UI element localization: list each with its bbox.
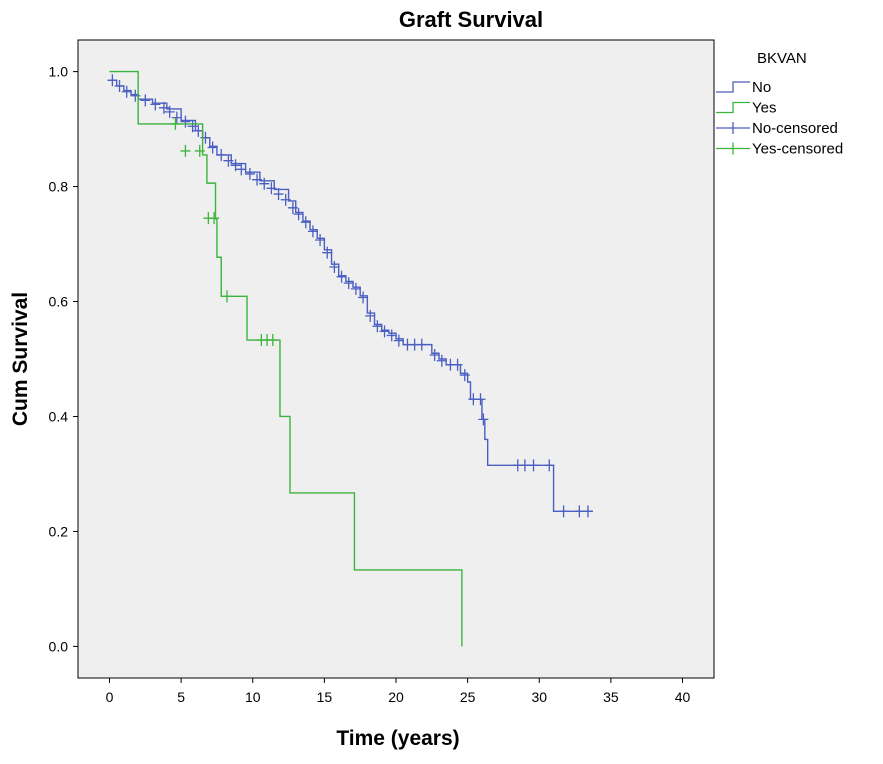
y-tick-label: 0.6 [49,294,69,310]
censor-mark-no [259,177,270,190]
x-tick-label: 5 [177,689,185,705]
censor-mark-yes [221,290,232,303]
censor-mark-no [475,393,486,406]
censor-mark-no [287,201,298,214]
censor-mark-no [544,459,555,472]
y-axis-title: Cum Survival [9,292,32,426]
censor-mark-no [386,329,397,342]
censor-mark-no [230,159,241,172]
censor-mark-no [459,369,470,382]
censor-mark-yes [170,117,181,130]
censor-mark-no [558,505,569,518]
censor-mark-no [322,246,333,259]
censor-mark-yes [194,144,205,157]
censor-mark-no [207,141,218,154]
censor-mark-no [574,505,585,518]
censor-mark-no [164,105,175,118]
censor-mark-no [280,193,291,206]
x-axis: 0 5 10 15 20 25 30 35 40 [106,678,691,705]
censor-mark-no [193,124,204,137]
y-tick-label: 0.0 [49,638,69,654]
y-axis: 0.0 0.2 0.4 0.6 0.8 1.0 [49,64,78,654]
censor-mark-no [121,85,132,98]
censor-mark-no [582,505,593,518]
x-tick-label: 30 [531,689,547,705]
legend-label: No [752,79,771,96]
censor-mark-no [416,338,427,351]
x-tick-label: 20 [388,689,404,705]
censor-mark-no [329,261,340,274]
censor-mark-no [266,182,277,195]
censor-mark-no [358,291,369,304]
censor-mark-yes [209,212,220,225]
x-tick-label: 40 [675,689,691,705]
censor-mark-no [114,79,125,92]
censor-mark-no [452,358,463,371]
legend: BKVAN No Yes No-censored Yes-censored [716,50,843,158]
censor-mark-no [107,74,118,87]
censor-mark-yes [180,144,191,157]
legend-swatch-censored [716,122,750,134]
censor-mark-no [350,282,361,295]
censor-mark-no [171,111,182,124]
x-tick-label: 25 [460,689,476,705]
censor-mark-yes [267,334,278,347]
censor-mark-no [365,309,376,322]
y-tick-label: 0.2 [49,523,69,539]
plot-area [77,39,715,679]
censor-mark-no [307,225,318,238]
series-layer [107,70,593,647]
legend-title: BKVAN [757,50,807,67]
y-tick-label: 1.0 [49,64,69,80]
censor-mark-no [273,188,284,201]
censor-mark-no [315,234,326,247]
censor-mark-no [140,94,151,107]
censor-mark-no [244,167,255,180]
censor-mark-no [528,459,539,472]
censor-mark-no [379,325,390,338]
censor-mark-no [300,216,311,229]
censor-mark-no [372,320,383,333]
censor-mark-no [187,120,198,133]
legend-label: Yes [752,100,776,117]
censor-mark-no [180,115,191,128]
censor-mark-no [223,154,234,167]
x-axis-title: Time (years) [336,727,459,750]
x-tick-label: 0 [106,689,114,705]
legend-swatch-line [716,81,750,93]
censor-mark-no [336,270,347,283]
censor-mark-no [436,354,447,367]
x-tick-label: 10 [245,689,261,705]
censor-mark-no [293,208,304,221]
y-tick-label: 0.4 [49,408,69,424]
x-tick-label: 35 [603,689,619,705]
censor-mark-no [158,101,169,114]
series-line-yes [109,70,463,647]
legend-label: No-censored [752,120,838,137]
censor-mark-no [429,348,440,361]
censor-mark-no [519,459,530,472]
censor-mark-no [252,173,263,186]
censor-mark-no [343,277,354,290]
y-tick-label: 0.8 [49,179,69,195]
legend-swatch-line [716,101,750,114]
censor-mark-no [236,163,247,176]
censor-mark-no [216,148,227,161]
legend-label: Yes-censored [752,141,843,158]
legend-swatch-censored [716,142,750,155]
series-line-no [109,79,593,513]
censor-mark-no [150,98,161,111]
chart-title: Graft Survival [399,7,543,32]
x-tick-label: 15 [317,689,333,705]
censor-mark-no [478,413,489,426]
censor-mark-no [393,334,404,347]
